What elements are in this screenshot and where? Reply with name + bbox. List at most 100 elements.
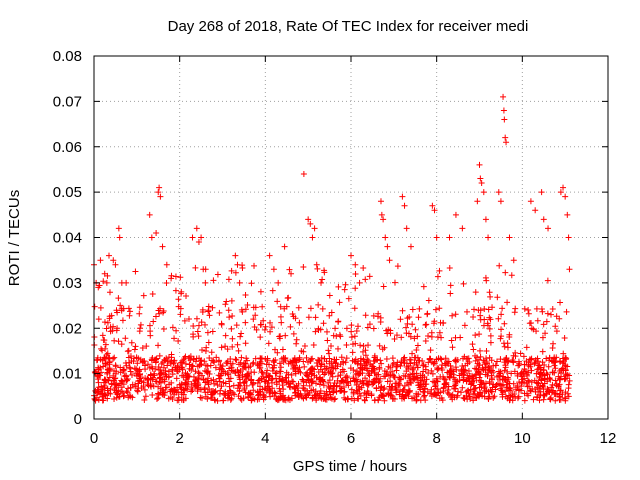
data-point — [152, 366, 159, 373]
data-point — [311, 225, 318, 232]
data-point — [112, 381, 119, 388]
data-point — [326, 377, 333, 384]
data-point — [276, 378, 283, 385]
data-point — [397, 388, 404, 395]
data-point — [459, 384, 466, 391]
data-point — [100, 336, 107, 343]
data-point — [468, 378, 475, 385]
data-point — [260, 317, 267, 324]
y-tick-label: 0.03 — [53, 275, 82, 292]
data-point — [361, 397, 368, 404]
data-point — [202, 347, 209, 354]
data-point — [281, 396, 288, 403]
data-point — [454, 392, 461, 399]
data-point — [330, 382, 337, 389]
data-point — [237, 333, 244, 340]
data-point — [470, 314, 477, 321]
data-point — [366, 372, 373, 379]
data-point — [499, 305, 506, 312]
data-point — [335, 318, 342, 325]
data-point — [293, 336, 300, 343]
data-point — [410, 375, 417, 382]
data-point — [405, 387, 412, 394]
data-point — [292, 370, 299, 377]
data-point — [222, 301, 229, 308]
data-point — [486, 314, 493, 321]
y-tick-label: 0.07 — [53, 93, 82, 110]
data-point — [127, 384, 134, 391]
data-point — [378, 383, 385, 390]
data-point — [128, 371, 135, 378]
data-point — [270, 266, 277, 273]
data-point — [299, 376, 306, 383]
data-point — [242, 292, 249, 299]
data-point — [118, 377, 125, 384]
data-point — [100, 363, 107, 370]
data-point — [296, 319, 303, 326]
data-point — [198, 361, 205, 368]
data-point — [482, 361, 489, 368]
data-point — [450, 374, 457, 381]
data-point — [463, 308, 470, 315]
data-point — [511, 309, 518, 316]
data-point — [349, 341, 356, 348]
data-point — [334, 373, 341, 380]
data-point — [178, 396, 185, 403]
data-point — [348, 328, 355, 335]
data-point — [205, 375, 212, 382]
data-point — [543, 370, 550, 377]
data-point — [198, 395, 205, 402]
y-tick-label: 0 — [74, 411, 82, 428]
data-point — [501, 320, 508, 327]
data-point — [420, 368, 427, 375]
data-point — [121, 392, 128, 399]
data-point — [142, 393, 149, 400]
data-point — [100, 382, 107, 389]
data-point — [155, 342, 162, 349]
data-point — [292, 365, 299, 372]
data-point — [99, 347, 106, 354]
data-point — [123, 279, 130, 286]
data-point — [398, 334, 405, 341]
data-point — [391, 279, 398, 286]
data-point — [215, 372, 222, 379]
data-point — [380, 283, 387, 290]
data-point — [128, 339, 135, 346]
data-point — [389, 355, 396, 362]
data-point — [302, 394, 309, 401]
data-point — [153, 229, 160, 236]
data-point — [376, 366, 383, 373]
data-point — [184, 374, 191, 381]
data-point — [396, 374, 403, 381]
data-point — [311, 366, 318, 373]
data-point — [465, 368, 472, 375]
data-point — [198, 386, 205, 393]
data-point — [523, 344, 530, 351]
data-point — [433, 375, 440, 382]
data-point — [507, 394, 514, 401]
data-point — [480, 189, 487, 196]
data-point — [129, 394, 136, 401]
data-point — [321, 371, 328, 378]
data-point — [282, 375, 289, 382]
data-point — [563, 355, 570, 362]
data-point — [300, 358, 307, 365]
data-point — [537, 371, 544, 378]
data-point — [277, 313, 284, 320]
data-point — [207, 362, 214, 369]
data-point — [229, 360, 236, 367]
data-point — [360, 264, 367, 271]
data-point — [326, 292, 333, 299]
data-point — [287, 323, 294, 330]
data-point — [264, 355, 271, 362]
data-point — [174, 368, 181, 375]
data-point — [336, 331, 343, 338]
data-point — [151, 370, 157, 377]
data-point — [483, 388, 490, 395]
data-point — [94, 356, 101, 363]
data-point — [527, 388, 534, 395]
data-point — [111, 396, 118, 403]
data-point — [365, 390, 372, 397]
data-point — [288, 372, 295, 379]
data-point — [214, 271, 221, 278]
